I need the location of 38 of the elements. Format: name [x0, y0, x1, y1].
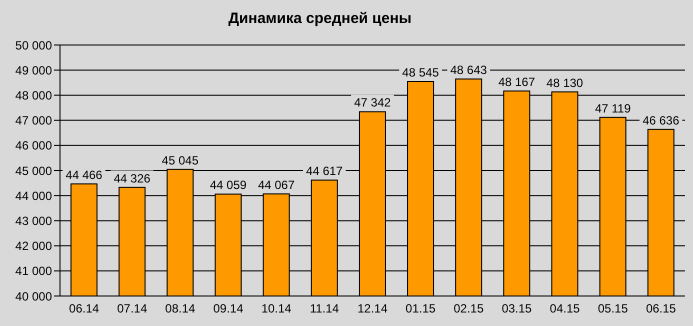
- y-tick-label: 43 000: [15, 214, 52, 228]
- data-label: 48 545: [402, 66, 440, 80]
- x-tick-label: 03.15: [502, 302, 532, 316]
- x-tick-label: 06.15: [646, 302, 676, 316]
- y-tick-label: 41 000: [15, 264, 52, 278]
- y-tick-label: 45 000: [15, 164, 52, 178]
- x-tick-label: 10.14: [261, 302, 292, 316]
- x-tick-label: 07.14: [117, 302, 148, 316]
- y-tick-label: 49 000: [15, 63, 52, 78]
- x-tick-label: 01.15: [406, 302, 436, 316]
- y-tick-label: 40 000: [15, 289, 52, 304]
- y-tick-label: 46 000: [15, 138, 52, 153]
- y-tick-label: 42 000: [15, 239, 52, 254]
- data-label: 46 636: [642, 113, 680, 128]
- y-tick-label: 47 000: [15, 114, 52, 128]
- data-label: 47 119: [594, 101, 632, 116]
- data-label: 44 067: [258, 178, 295, 192]
- x-tick-label: 04.15: [550, 302, 580, 316]
- data-label: 44 326: [114, 171, 151, 186]
- data-label: 44 059: [210, 178, 247, 192]
- data-label: 48 130: [546, 76, 584, 90]
- x-tick-label: 09.14: [213, 302, 244, 316]
- x-tick-label: 05.15: [598, 302, 628, 316]
- data-label: 48 167: [498, 75, 536, 90]
- data-label: 44 617: [306, 164, 344, 178]
- data-label: 45 045: [162, 153, 199, 168]
- data-label: 48 643: [450, 63, 488, 78]
- data-label: 47 342: [354, 96, 392, 110]
- x-tick-label: 02.15: [454, 302, 484, 316]
- y-tick-label: 50 000: [15, 38, 52, 52]
- x-tick-label: 11.14: [310, 302, 340, 316]
- x-tick-label: 06.14: [69, 302, 100, 316]
- y-tick-label: 44 000: [15, 188, 52, 203]
- x-tick-label: 08.14: [165, 302, 196, 316]
- y-tick-label: 48 000: [15, 88, 52, 102]
- x-tick-label: 12.14: [357, 302, 388, 316]
- chart-title: Динамика средней цены: [227, 10, 413, 27]
- data-label: 44 466: [66, 168, 103, 182]
